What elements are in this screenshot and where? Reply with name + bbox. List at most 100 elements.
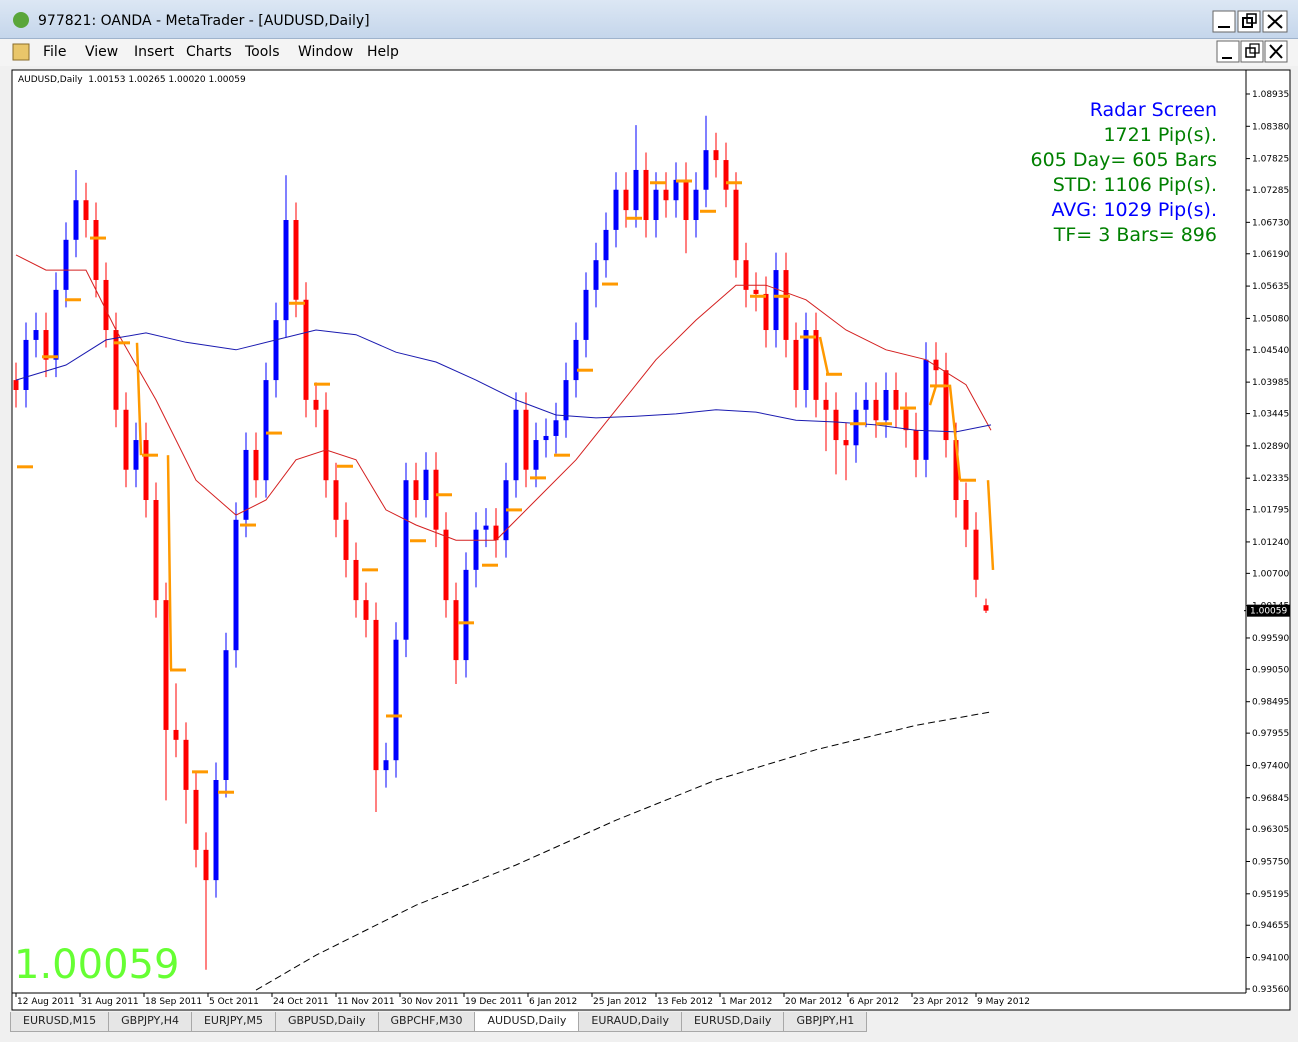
chart-tab[interactable]: EURUSD,M15 <box>10 1012 110 1032</box>
chart-tab[interactable]: GBPJPY,H1 <box>783 1012 868 1032</box>
radar-line: STD: 1106 Pip(s). <box>1053 174 1217 196</box>
candle-body <box>613 189 619 230</box>
y-tick-label: 1.05635 <box>1252 282 1289 292</box>
doc-minimize-button[interactable] <box>1216 40 1240 63</box>
candle-body <box>563 380 569 421</box>
candle-body <box>433 469 439 530</box>
candle-body <box>643 169 649 221</box>
minimize-button[interactable] <box>1212 10 1236 33</box>
y-tick-label: 0.96845 <box>1252 794 1289 804</box>
plot-area <box>13 115 995 991</box>
candle-body <box>743 260 749 290</box>
candle-body <box>103 279 109 331</box>
y-tick-label: 1.01240 <box>1252 538 1289 548</box>
candle-body <box>493 525 499 541</box>
candle-body <box>253 449 259 481</box>
title-bar-icons <box>13 10 1288 33</box>
candle-body <box>923 359 929 460</box>
menu-icons <box>12 40 1288 63</box>
y-tick-label: 0.95750 <box>1252 858 1289 868</box>
candle-body <box>183 739 189 790</box>
doc-restore-button[interactable] <box>1240 40 1264 63</box>
candle-body <box>223 650 229 781</box>
candle-body <box>393 639 399 761</box>
candle-body <box>783 270 789 340</box>
y-tick-label: 1.05080 <box>1252 314 1289 324</box>
candle-body <box>473 529 479 570</box>
candle-body <box>423 469 429 501</box>
radar-line: 605 Day= 605 Bars <box>1031 149 1217 171</box>
menu-bar: File View Insert Charts Tools Window Help <box>0 39 1298 66</box>
candle-body <box>113 330 119 410</box>
candle-body <box>703 150 709 190</box>
candle-body <box>233 519 239 651</box>
x-tick-label: 1 Mar 2012 <box>721 997 772 1007</box>
y-tick-label: 1.07285 <box>1252 186 1289 196</box>
candle-body <box>263 380 269 481</box>
y-tick-label: 1.02890 <box>1252 442 1289 452</box>
chart-tab[interactable]: AUDUSD,Daily <box>474 1012 580 1032</box>
chart-tab[interactable]: GBPCHF,M30 <box>377 1012 476 1032</box>
candle-body <box>303 299 309 400</box>
candle-body <box>943 370 949 441</box>
candle-body <box>623 189 629 211</box>
chart-tab[interactable]: EURUSD,Daily <box>680 1012 785 1032</box>
candle-body <box>553 420 559 436</box>
candle-body <box>693 189 699 221</box>
chart-tab[interactable]: GBPUSD,Daily <box>274 1012 379 1032</box>
candle-body <box>413 480 419 501</box>
close-button[interactable] <box>1262 10 1288 33</box>
x-tick-label: 13 Feb 2012 <box>657 997 713 1007</box>
radar-line: AVG: 1029 Pip(s). <box>1052 199 1217 221</box>
restore-button[interactable] <box>1237 10 1261 33</box>
candle-body <box>243 449 249 520</box>
candle-body <box>673 179 679 201</box>
candle-body <box>513 409 519 481</box>
x-tick-label: 25 Jan 2012 <box>593 997 647 1007</box>
candle-body <box>773 270 779 331</box>
menu-item[interactable]: View <box>85 44 119 60</box>
x-tick-label: 11 Nov 2011 <box>337 997 395 1007</box>
candle-body <box>23 339 29 390</box>
chart-frame <box>11 69 1291 1011</box>
candle-body <box>713 150 719 161</box>
app-icon <box>13 12 29 28</box>
candle-body <box>63 239 69 290</box>
document-icon <box>12 43 30 61</box>
doc-close-button[interactable] <box>1264 40 1288 63</box>
candle-body <box>43 330 49 360</box>
candle-body <box>73 200 79 240</box>
candle-body <box>53 289 59 360</box>
candle-body <box>193 789 199 850</box>
menu-item[interactable]: Window <box>298 44 354 60</box>
menu-item[interactable]: Charts <box>186 44 232 60</box>
chart-tab[interactable]: EURJPY,M5 <box>190 1012 276 1032</box>
menu-item[interactable]: File <box>43 44 67 60</box>
candle-body <box>453 600 459 661</box>
x-tick-label: 9 May 2012 <box>977 997 1030 1007</box>
candle-body <box>533 440 539 470</box>
chart-tab[interactable]: EURAUD,Daily <box>578 1012 682 1032</box>
menu-item[interactable]: Insert <box>134 44 175 60</box>
y-tick-label: 0.98495 <box>1252 698 1289 708</box>
y-tick-label: 0.94655 <box>1252 921 1289 931</box>
candle-body <box>363 600 369 620</box>
candle-body <box>983 605 989 611</box>
x-tick-label: 6 Apr 2012 <box>849 997 899 1007</box>
y-tick-label: 1.00700 <box>1252 569 1289 579</box>
candle-body <box>33 330 39 340</box>
candle-body <box>173 729 179 740</box>
candle-body <box>873 399 879 421</box>
radar-line: 1721 Pip(s). <box>1103 124 1217 146</box>
y-tick-label: 0.97955 <box>1252 729 1289 739</box>
chart-tab[interactable]: GBPJPY,H4 <box>108 1012 192 1032</box>
menu-item[interactable]: Help <box>367 44 399 60</box>
indicator-line <box>255 711 992 991</box>
candle-body <box>83 200 89 221</box>
candle-body <box>443 529 449 601</box>
y-tick-label: 1.03445 <box>1252 410 1289 420</box>
menu-item[interactable]: Tools <box>245 44 280 60</box>
candle-body <box>903 409 909 431</box>
candle-body <box>203 849 209 881</box>
